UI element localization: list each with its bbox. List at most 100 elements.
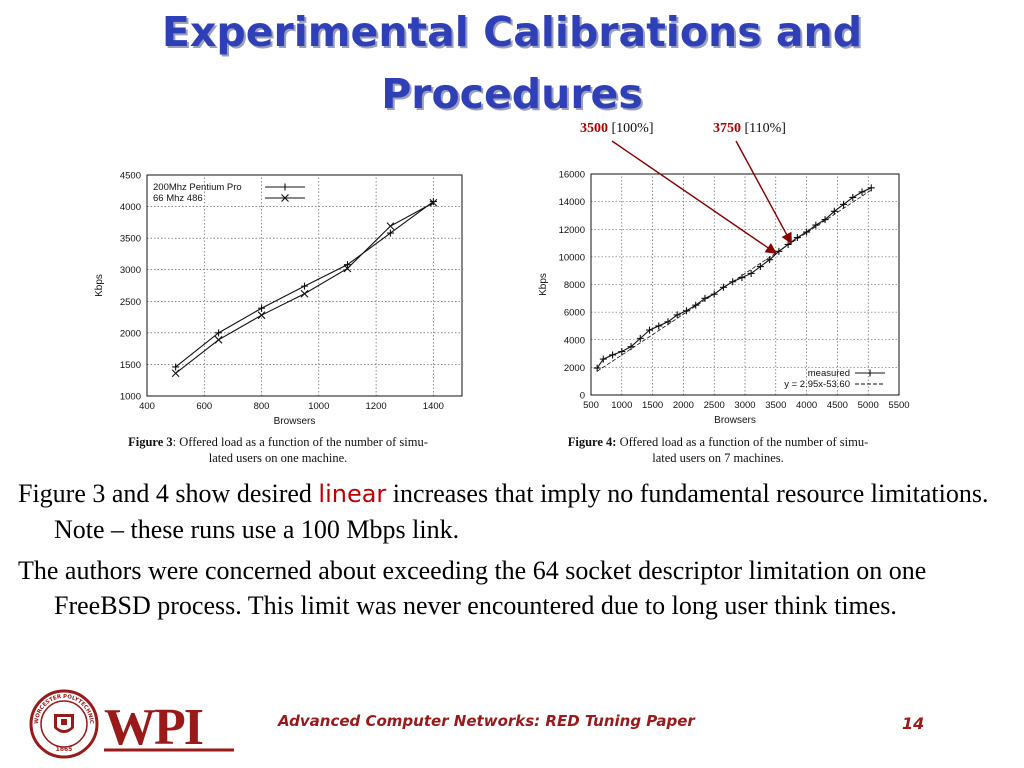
fig3-series-2-point (386, 222, 395, 231)
fig4-y-tick-label: 12000 (559, 225, 585, 236)
fig3-y-tick-label: 1500 (120, 360, 141, 371)
fig3-series-1-point (429, 198, 437, 206)
fig3-series-1-point (215, 329, 223, 337)
fig3-y-tick-label: 2500 (120, 297, 141, 308)
fig4-series-1-point (636, 334, 644, 342)
fig4-series-1-point (627, 343, 635, 351)
fig4-series-1-point (849, 193, 857, 201)
fig4-series-2-fit-line (596, 189, 872, 372)
figure-3-caption-line1: : Offered load as a function of the numb… (172, 435, 428, 449)
fig3-legend-label-1: 200Mhz Pentium Pro (153, 182, 242, 193)
fig4-legend-label-1: measured (808, 368, 850, 379)
fig3-x-tick-label: 600 (196, 401, 212, 412)
fig4-series-1-point (593, 364, 601, 372)
fig3-y-axis-label: Kbps (94, 274, 105, 297)
fig4-series-1-point (599, 355, 607, 363)
fig3-y-tick-label: 2000 (120, 328, 141, 339)
fig3-y-tick-label: 1000 (120, 392, 141, 403)
figure-3-label: Figure 3 (128, 435, 173, 449)
figure-4-caption: Figure 4: Offered load as a function of … (518, 434, 918, 466)
fig4-y-tick-label: 16000 (559, 170, 585, 181)
annotation-3500: 3500 [100%] (580, 121, 654, 137)
annotation-arrow-3500 (611, 140, 777, 254)
fig4-series-1-point (821, 216, 829, 224)
fig3-series-2-point (343, 264, 352, 273)
body-p1-start: Figure 3 and 4 show desired (18, 479, 319, 508)
fig3-plot-frame (146, 174, 463, 397)
fig4-series-1-point (830, 207, 838, 215)
body-p1-end: increases that imply no fundamental reso… (54, 479, 989, 544)
fig4-x-tick-label: 5000 (858, 400, 879, 411)
fig4-x-tick-label: 3500 (765, 400, 786, 411)
figure-4-label: Figure 4: (567, 435, 617, 449)
fig4-x-tick-label: 4000 (796, 400, 817, 411)
fig3-x-tick-label: 1000 (308, 401, 329, 412)
fig4-legend-marker-1 (866, 369, 874, 377)
fig4-x-tick-label: 3000 (734, 400, 755, 411)
charts-canvas: 400 600 800 1000 1200 1400 1000 1500 2000 2500 300… (94, 140, 910, 427)
wpi-seal-year: 1865 (56, 746, 73, 753)
fig3-x-tick-label: 1400 (423, 401, 444, 412)
fig3-x-tick-label: 400 (139, 401, 155, 412)
body-p1-emphasis: linear (318, 480, 387, 508)
fig4-series-1-point (655, 322, 663, 330)
figure-3-caption-line2: lated users on one machine. (208, 451, 348, 465)
fig4-series-1-point (756, 263, 764, 271)
fig3-x-tick-label: 1200 (366, 401, 387, 412)
wpi-logo: WORCESTER POLYTECHNIC INSTITUTE 1865 WPI (28, 688, 234, 759)
fig4-x-tick-label: 2500 (704, 400, 725, 411)
fig3-legend-marker-2 (281, 194, 289, 202)
fig4-y-tick-label: 4000 (564, 335, 585, 346)
fig4-series-1-line (596, 187, 872, 369)
figure-3-caption: Figure 3: Offered load as a function of … (78, 434, 478, 466)
fig4-series-1-point (840, 200, 848, 208)
slide-body: Figure 3 and 4 show desired linear incre… (18, 476, 1018, 629)
footer-title: Advanced Computer Networks: RED Tuning P… (278, 712, 695, 730)
fig3-x-axis-label: Browsers (274, 416, 316, 427)
fig4-y-tick-label: 10000 (559, 252, 585, 263)
annotation-3750: 3750 [110%] (713, 121, 786, 137)
fig4-series-1-point (867, 184, 875, 192)
fig4-series-1-point (738, 274, 746, 282)
figure-4-caption-line1: Offered load as a function of the number… (616, 435, 869, 449)
fig4-series-1-point (692, 301, 700, 309)
fig3-series-1-point (343, 261, 351, 269)
fig4-x-tick-label: 1500 (642, 400, 663, 411)
figure-4-caption-line2: lated users on 7 machines. (652, 451, 784, 465)
wpi-wordmark: WPI (104, 699, 203, 756)
body-paragraph-2: The authors were concerned about exceedi… (18, 556, 927, 620)
fig4-series-1-point (803, 228, 811, 236)
fig3-series-2-point (429, 198, 438, 207)
fig4-y-tick-label: 8000 (564, 280, 585, 291)
fig4-x-tick-label: 1000 (611, 400, 632, 411)
fig3-series-1-point (386, 229, 394, 237)
fig4-plot-frame (590, 173, 900, 396)
fig3-x-tick-label: 800 (254, 401, 270, 412)
fig3-y-tick-label: 4500 (120, 171, 141, 182)
fig4-y-axis-label: Kbps (538, 273, 549, 296)
annotation-3750-value: 3750 (713, 121, 741, 136)
fig3-y-tick-label: 3500 (120, 234, 141, 245)
fig3-y-tick-label: 3000 (120, 265, 141, 276)
fig3-series-2-point (257, 311, 266, 320)
fig4-legend-label-2: y = 2.95x-53.60 (784, 379, 850, 390)
fig3-series-2-point (214, 335, 223, 344)
body-paragraph-1: Figure 3 and 4 show desired linear incre… (18, 476, 1018, 547)
fig4-x-axis-label: Browsers (714, 415, 756, 426)
fig4-x-tick-label: 2000 (673, 400, 694, 411)
fig4-series-1-point (858, 188, 866, 196)
annotation-3500-value: 3500 (580, 121, 608, 136)
fig4-series-1-point (646, 326, 654, 334)
fig4-y-tick-label: 0 (580, 391, 585, 402)
page-number: 14 (902, 714, 925, 733)
annotation-3500-pct: [100%] (611, 121, 654, 136)
fig3-legend-label-2: 66 Mhz 486 (153, 193, 203, 204)
fig4-x-tick-label: 5500 (888, 400, 909, 411)
fig4-y-tick-label: 2000 (564, 363, 585, 374)
fig4-x-tick-label: 500 (583, 400, 599, 411)
slide-title-line2: Procedures (381, 70, 643, 118)
fig3-legend-marker-1 (281, 183, 289, 191)
slide-title-line1: Experimental Calibrations and (161, 8, 863, 56)
fig4-series-1-point (618, 347, 626, 355)
fig3-series-1-point (258, 304, 266, 312)
